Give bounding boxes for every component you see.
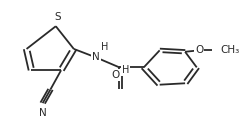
Text: O: O bbox=[195, 45, 203, 55]
Text: CH₃: CH₃ bbox=[220, 45, 240, 55]
Text: O: O bbox=[112, 70, 120, 80]
Text: N: N bbox=[39, 108, 47, 118]
Text: S: S bbox=[55, 12, 61, 22]
Text: H: H bbox=[122, 65, 130, 75]
Text: N: N bbox=[92, 52, 100, 62]
Text: H: H bbox=[101, 42, 108, 52]
